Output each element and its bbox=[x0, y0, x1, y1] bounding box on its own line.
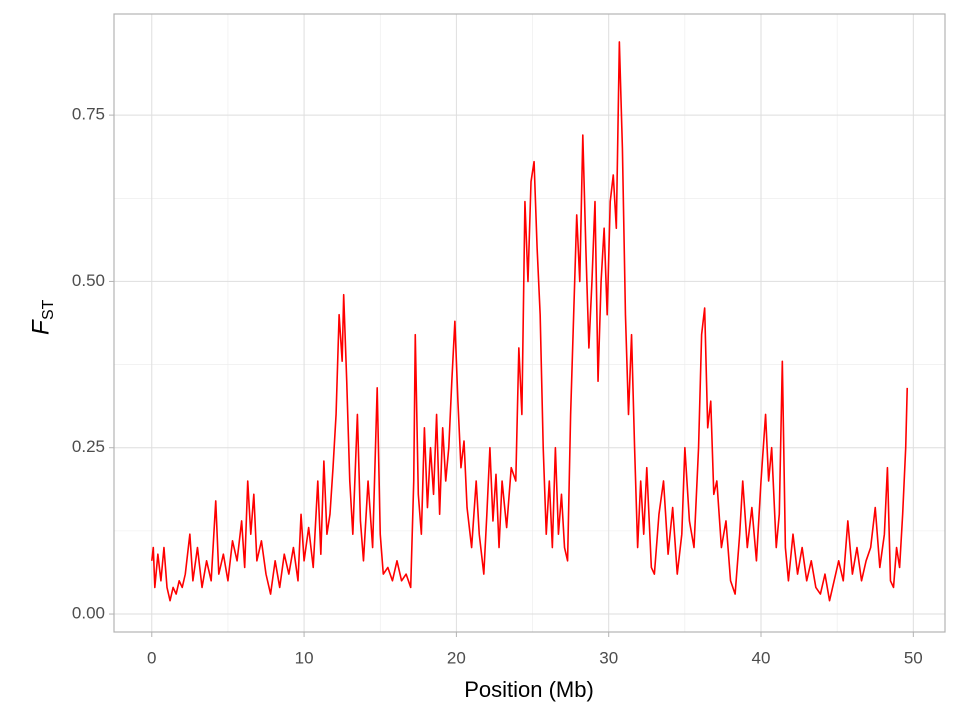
x-tick-label: 0 bbox=[147, 648, 156, 667]
y-tick-label: 0.25 bbox=[72, 437, 105, 456]
y-tick-label: 0.75 bbox=[72, 105, 105, 124]
x-axis-title: Position (Mb) bbox=[464, 677, 594, 702]
x-tick-label: 20 bbox=[447, 648, 466, 667]
y-axis-title-subscript: ST bbox=[40, 299, 57, 320]
y-axis-title: F ST bbox=[27, 299, 57, 335]
x-tick-label: 40 bbox=[752, 648, 771, 667]
x-tick-label: 10 bbox=[295, 648, 314, 667]
y-tick-label: 0.00 bbox=[72, 604, 105, 623]
x-tick-label: 50 bbox=[904, 648, 923, 667]
y-axis-title-main: F bbox=[27, 319, 54, 335]
x-tick-label: 30 bbox=[599, 648, 618, 667]
y-tick-label: 0.50 bbox=[72, 271, 105, 290]
panel-border bbox=[113, 13, 946, 633]
data-line bbox=[150, 41, 909, 602]
